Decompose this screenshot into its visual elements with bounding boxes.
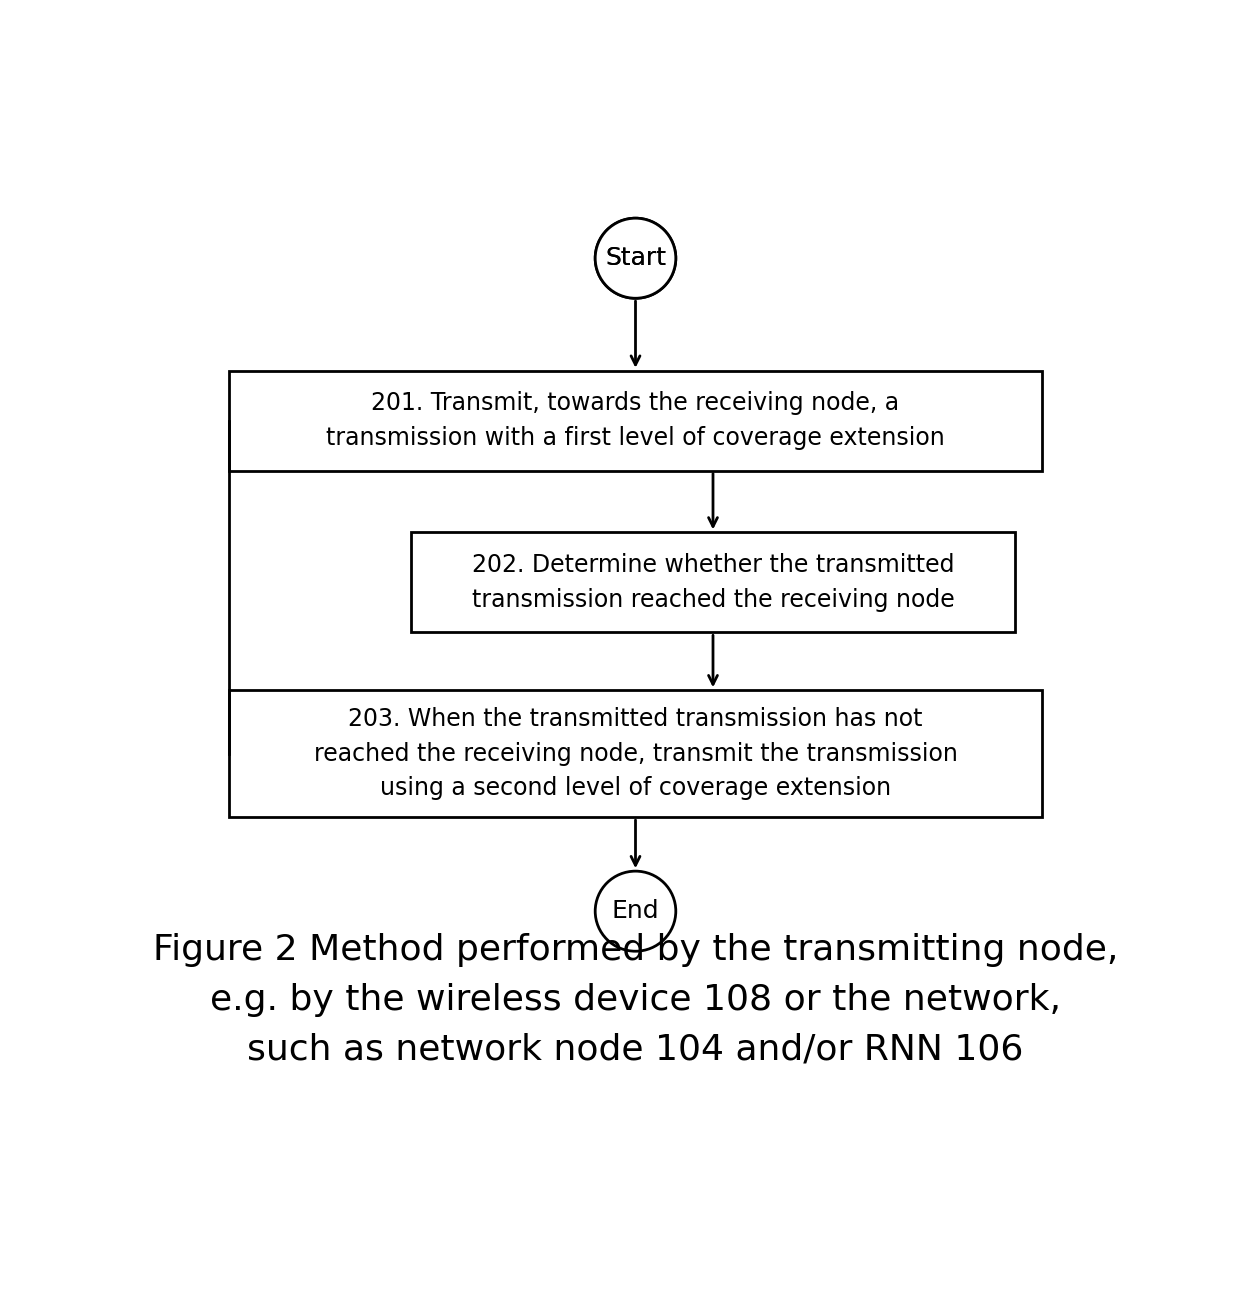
- Text: 202. Determine whether the transmitted
transmission reached the receiving node: 202. Determine whether the transmitted t…: [471, 553, 955, 611]
- FancyBboxPatch shape: [228, 690, 1043, 818]
- Text: Start: Start: [605, 247, 666, 270]
- Text: Start: Start: [605, 247, 666, 270]
- Text: 201. Transmit, towards the receiving node, a
transmission with a first level of : 201. Transmit, towards the receiving nod…: [326, 391, 945, 450]
- Text: End: End: [611, 899, 660, 924]
- FancyBboxPatch shape: [410, 532, 1016, 633]
- Circle shape: [595, 218, 676, 298]
- FancyBboxPatch shape: [228, 371, 1043, 470]
- Circle shape: [595, 871, 676, 951]
- Text: 203. When the transmitted transmission has not
reached the receiving node, trans: 203. When the transmitted transmission h…: [314, 707, 957, 800]
- Text: Figure 2 Method performed by the transmitting node,
e.g. by the wireless device : Figure 2 Method performed by the transmi…: [153, 933, 1118, 1067]
- Circle shape: [595, 218, 676, 298]
